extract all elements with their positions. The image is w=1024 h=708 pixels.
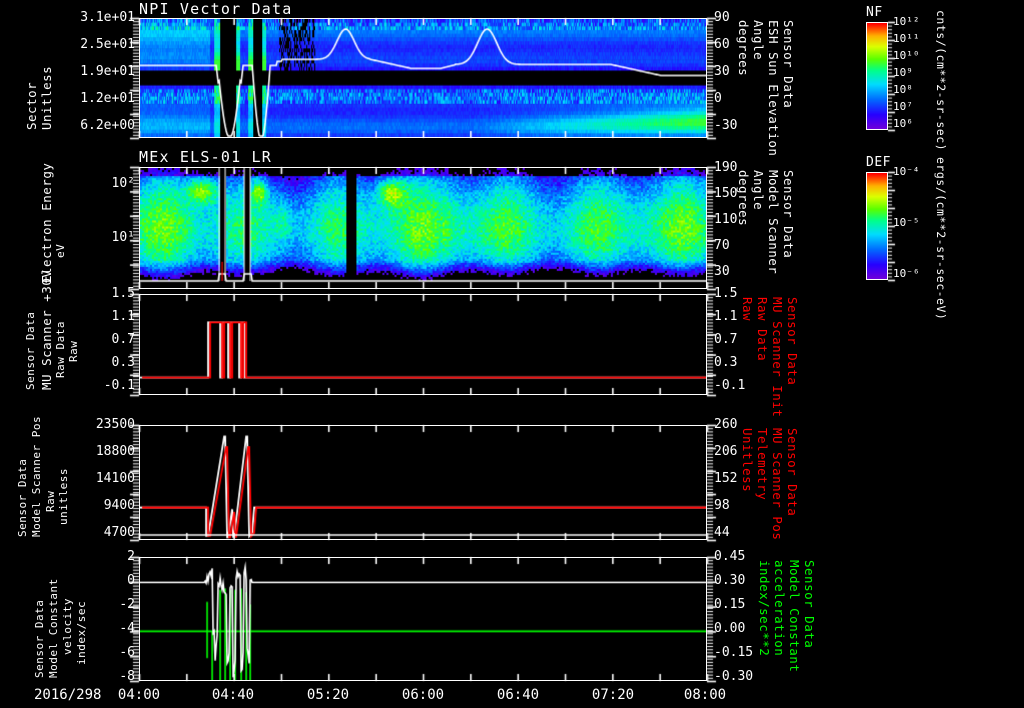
panel-2-right-axis-label-4: degrees (736, 170, 751, 227)
colorbar-def-label: DEF (866, 155, 891, 170)
panel-3-plot (139, 294, 707, 395)
colorbar-nf (866, 22, 888, 130)
panel-2-plot (139, 167, 707, 289)
panel-3-left-axis-label-3: Raw Data (54, 321, 67, 378)
panel-5-plot (139, 557, 707, 681)
panel-1-left-ticks: 3.1e+01 2.5e+01 1.9e+01 1.2e+01 6.2e+00 (80, 10, 135, 133)
panel-3-right-axis-label-3: Raw Data (755, 297, 770, 362)
panel-2-spectrogram (140, 168, 706, 288)
panel-3-left-axis-label-2: MU Scanner +30V (39, 269, 54, 390)
colorbar-def-unit: ergs/(cm**2-sr-sec-eV) (934, 157, 948, 321)
panel-1-spectrogram (140, 19, 706, 137)
panel-3-right-axis-label-4: Raw (740, 297, 755, 322)
panel-4-left-axis-label-4: unitless (57, 468, 70, 525)
panel-2-title: MEx ELS-01 LR (139, 148, 272, 166)
panel-4-right-axis-label-4: Unitless (740, 428, 755, 493)
colorbar-nf-unit: cnts/(cm**2-sr-sec) (934, 10, 948, 152)
panel-5-line-trace (140, 558, 706, 680)
panel-2-left-ticks: 10² 10¹ (111, 176, 135, 245)
panel-4-line-trace (140, 426, 706, 539)
panel-1-left-axis-unit: Unitless (39, 65, 54, 130)
x-axis-ticks: 04:00 04:40 05:20 06:00 06:40 07:20 08:0… (117, 687, 727, 703)
panel-1-right-axis-label-4: degrees (736, 20, 751, 77)
colorbar-nf-gradient (867, 23, 887, 129)
panel-5-left-axis-label-4: index/sec (75, 600, 88, 665)
panel-3-left-axis-label-4: Raw (67, 340, 80, 362)
panel-5-right-axis-label-4: index/sec**2 (757, 560, 772, 657)
panel-4-plot (139, 425, 707, 540)
colorbar-def-ticks: 10⁻⁴ 10⁻⁵ 10⁻⁶ (893, 165, 920, 280)
panel-1-plot (139, 18, 707, 138)
colorbar-def-gradient (867, 173, 887, 279)
panel-2-left-axis-unit: eV (54, 243, 67, 258)
colorbar-def (866, 172, 888, 280)
panel-1-title: NPI Vector Data (139, 0, 293, 18)
colorbar-nf-label: NF (866, 5, 883, 20)
panel-3-line-trace (140, 295, 706, 394)
colorbar-nf-ticks: 10¹² 10¹¹ 10¹⁰ 10⁹ 10⁸ 10⁷ 10⁶ (893, 15, 920, 130)
